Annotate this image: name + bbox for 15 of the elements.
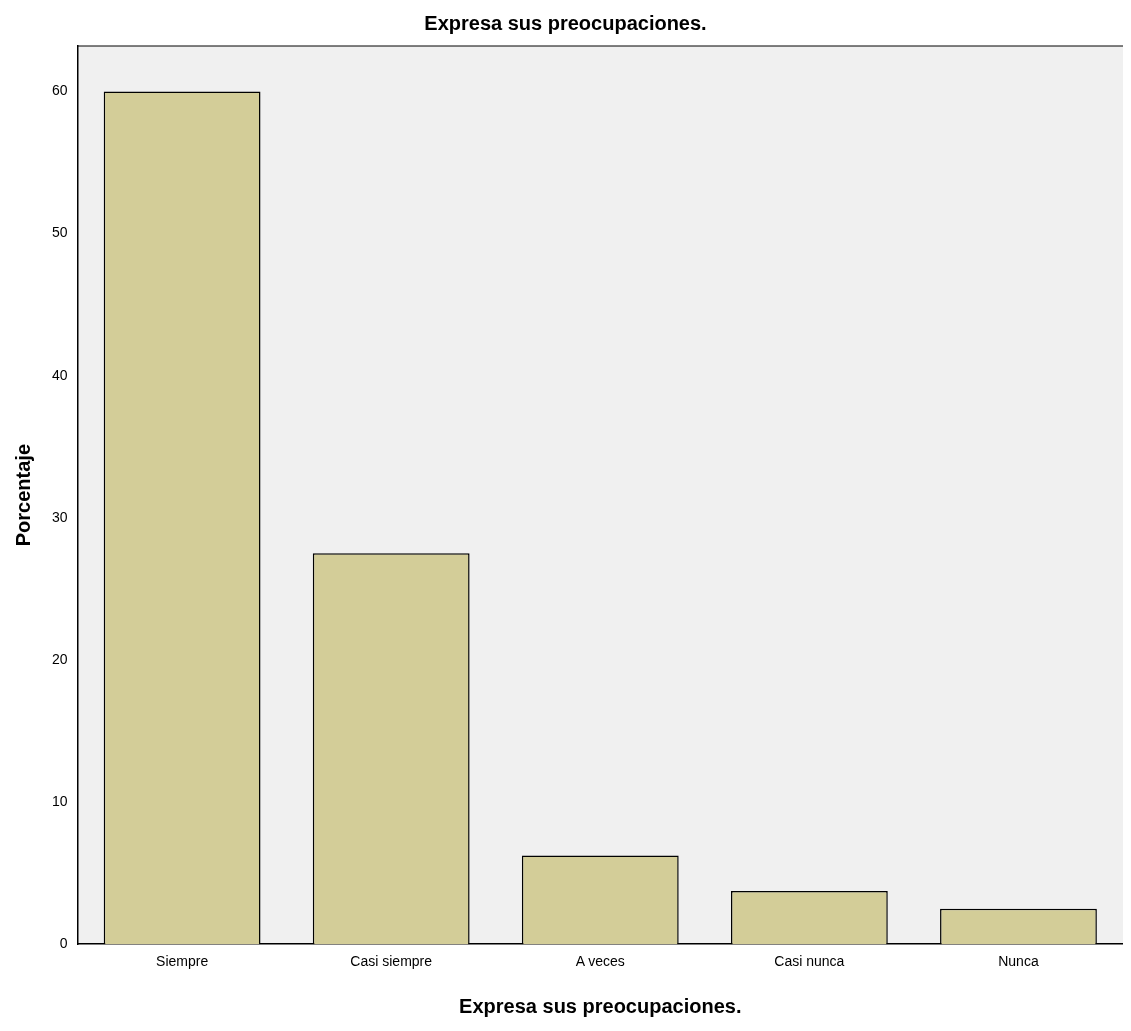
y-axis-title: Porcentaje bbox=[11, 443, 34, 547]
x-tick-label: Casi nunca bbox=[774, 953, 845, 970]
y-tick-label: 50 bbox=[51, 224, 68, 241]
chart-title: Expresa sus preocupaciones. bbox=[424, 11, 707, 34]
y-tick-label: 10 bbox=[51, 792, 68, 809]
y-tick-label: 20 bbox=[51, 650, 68, 667]
y-tick-label: 30 bbox=[51, 508, 68, 525]
x-tick-label: Siempre bbox=[156, 953, 209, 970]
y-tick-label: 40 bbox=[51, 366, 68, 383]
y-tick-label: 60 bbox=[51, 82, 68, 99]
x-tick-label: Casi siempre bbox=[350, 953, 433, 970]
y-tick-label: 0 bbox=[59, 935, 68, 952]
x-tick-label: A veces bbox=[575, 953, 625, 970]
x-axis-title: Expresa sus preocupaciones. bbox=[459, 994, 742, 1017]
x-tick-label: Nunca bbox=[998, 953, 1039, 970]
